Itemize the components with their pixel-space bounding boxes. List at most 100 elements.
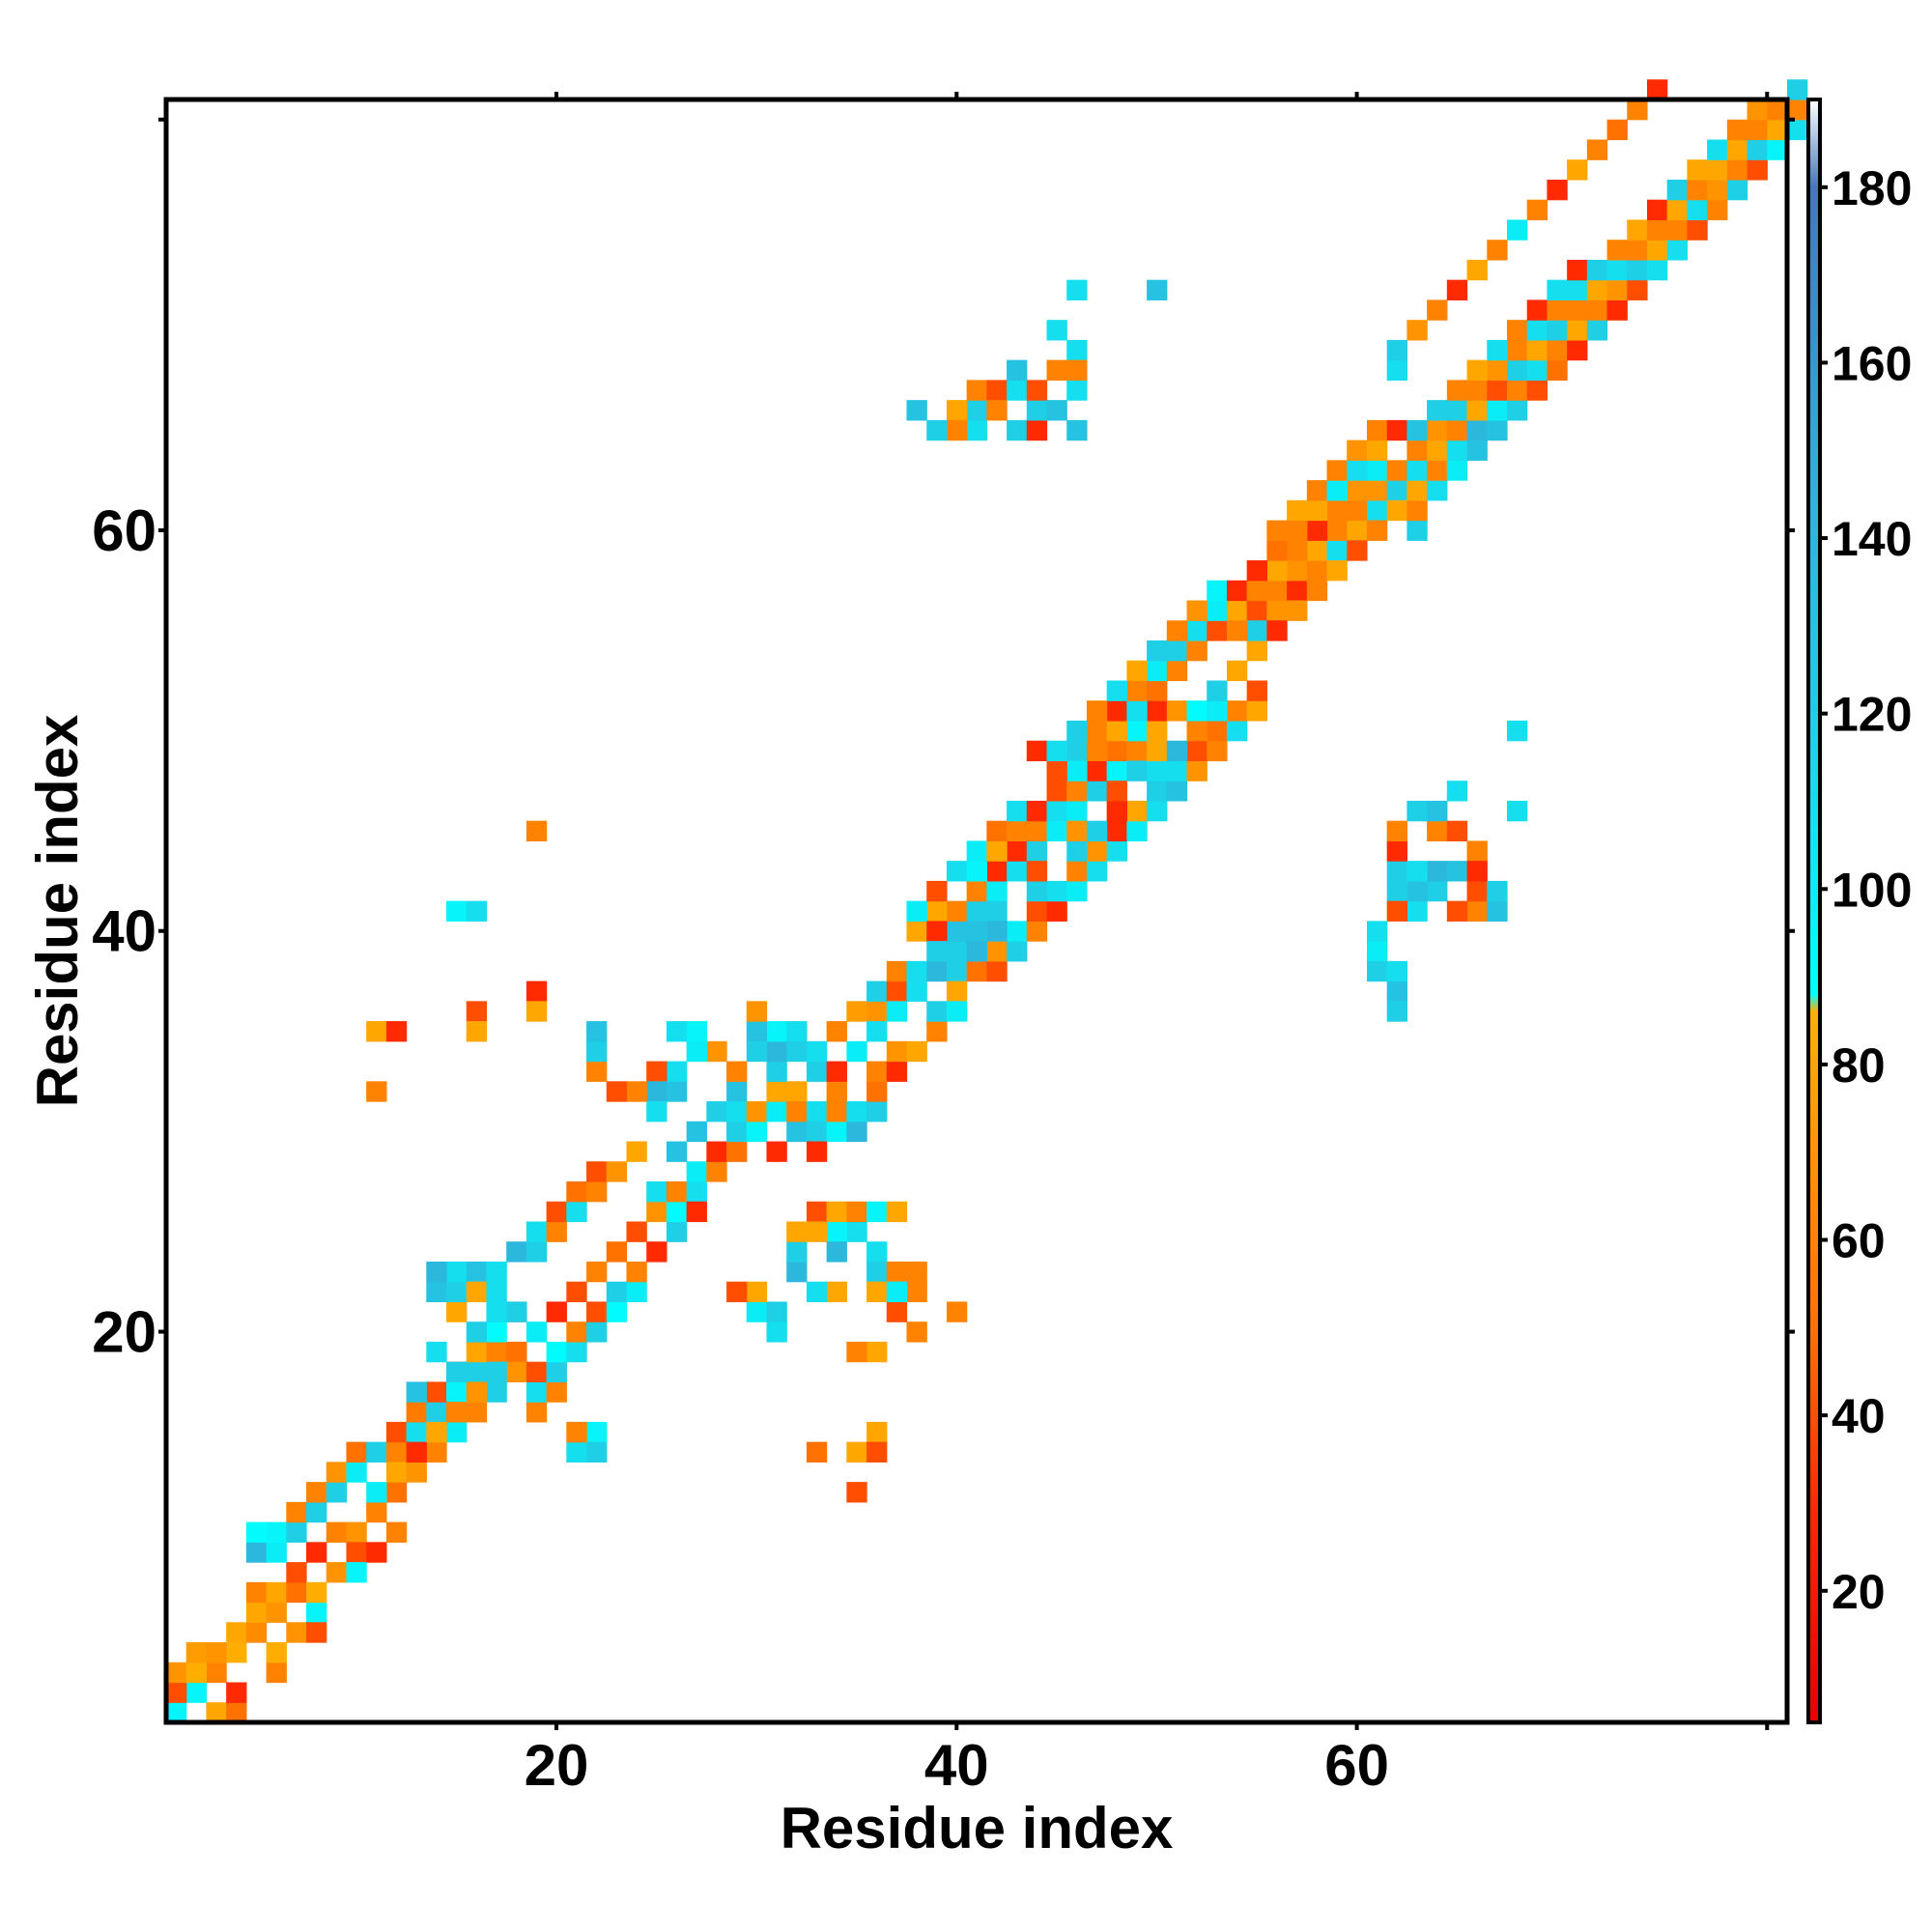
heatmap-cell	[1606, 119, 1628, 141]
heatmap-cell	[1207, 580, 1228, 602]
heatmap-cell	[1007, 380, 1028, 401]
heatmap-cell	[646, 1081, 668, 1102]
heatmap-cell	[466, 1381, 488, 1403]
heatmap-cell	[1186, 740, 1208, 762]
heatmap-cell	[1326, 540, 1348, 561]
heatmap-cell	[1306, 499, 1328, 522]
heatmap-cell	[826, 1281, 847, 1303]
heatmap-cell	[606, 1281, 628, 1303]
heatmap-cell	[806, 1201, 828, 1223]
heatmap-cell	[1627, 219, 1648, 241]
heatmap-cell	[826, 1201, 847, 1223]
heatmap-cell	[1687, 179, 1708, 201]
heatmap-cell	[526, 980, 548, 1002]
heatmap-cell	[1427, 880, 1448, 902]
heatmap-cell	[966, 960, 987, 982]
heatmap-cell	[1506, 359, 1528, 381]
heatmap-cell	[1567, 159, 1588, 181]
heatmap-cell	[1147, 760, 1168, 781]
heatmap-cell	[486, 1381, 507, 1403]
heatmap-cell	[1306, 480, 1328, 501]
heatmap-cell	[385, 1421, 408, 1443]
heatmap-cell	[245, 1622, 268, 1643]
heatmap-cell	[1386, 419, 1407, 441]
heatmap-cell	[586, 1441, 608, 1463]
heatmap-cell	[566, 1441, 587, 1463]
heatmap-cell	[1506, 720, 1528, 742]
heatmap-cell	[506, 1241, 527, 1263]
heatmap-cell	[1666, 199, 1689, 221]
heatmap-cell	[326, 1482, 348, 1503]
heatmap-cell	[1287, 560, 1308, 582]
heatmap-cell	[1386, 480, 1407, 501]
heatmap-cell	[1386, 960, 1407, 982]
heatmap-cell	[986, 900, 1008, 922]
heatmap-cell	[1126, 800, 1148, 822]
x-tick-label: 60	[1324, 1733, 1389, 1798]
heatmap-cell	[1466, 900, 1488, 922]
heatmap-cell	[1246, 620, 1267, 641]
heatmap-cell	[1386, 359, 1407, 381]
heatmap-cell	[926, 1001, 948, 1022]
heatmap-cell	[1207, 680, 1228, 701]
colorbar-tick-label: 20	[1832, 1565, 1886, 1619]
heatmap-cell	[566, 1341, 587, 1363]
heatmap-cell	[846, 1121, 867, 1143]
heatmap-cell	[1547, 359, 1568, 381]
heatmap-cell	[606, 1301, 628, 1322]
heatmap-cell	[1007, 921, 1028, 942]
heatmap-cell	[1066, 760, 1088, 781]
heatmap-cell	[1026, 419, 1048, 441]
heatmap-cell	[1226, 660, 1248, 682]
heatmap-cell	[1567, 339, 1588, 361]
heatmap-cell	[1226, 700, 1248, 722]
heatmap-cell	[1106, 840, 1127, 862]
heatmap-cell	[986, 960, 1008, 982]
colorbar-tick-label: 80	[1832, 1038, 1886, 1093]
heatmap-cell	[1487, 339, 1508, 361]
heatmap-cell	[346, 1562, 367, 1583]
heatmap-cell	[1526, 299, 1548, 321]
heatmap-cell	[1427, 419, 1448, 441]
heatmap-cell	[826, 1021, 847, 1042]
heatmap-cell	[546, 1361, 567, 1383]
heatmap-cell	[1186, 700, 1208, 722]
heatmap-cell	[266, 1642, 287, 1663]
heatmap-cell	[1427, 460, 1448, 481]
heatmap-cell	[426, 1261, 447, 1283]
heatmap-cell	[806, 1281, 828, 1303]
heatmap-cell	[245, 1581, 268, 1604]
heatmap-cell	[1066, 880, 1088, 902]
heatmap-cell	[1406, 440, 1428, 461]
heatmap-cell	[1126, 740, 1148, 762]
heatmap-cell	[867, 1101, 888, 1122]
heatmap-cell	[867, 1341, 888, 1363]
heatmap-cell	[1226, 720, 1248, 742]
heatmap-cell	[806, 1441, 828, 1463]
heatmap-cell	[1106, 680, 1127, 701]
heatmap-cell	[1147, 800, 1168, 822]
heatmap-cell	[1207, 600, 1228, 621]
heatmap-cell	[1446, 380, 1468, 401]
heatmap-cell	[1487, 880, 1508, 902]
heatmap-cell	[586, 1021, 608, 1042]
heatmap-cell	[786, 1101, 808, 1122]
heatmap-cell	[806, 1061, 828, 1082]
heatmap-cell	[1026, 820, 1048, 842]
heatmap-cell	[1207, 620, 1228, 641]
heatmap-cell	[1506, 320, 1528, 341]
heatmap-cell	[1386, 820, 1407, 842]
heatmap-cell	[1086, 720, 1108, 742]
heatmap-cell	[406, 1421, 427, 1443]
heatmap-cell	[867, 1061, 888, 1082]
heatmap-cell	[1246, 640, 1267, 662]
heatmap-cell	[1126, 720, 1148, 742]
heatmap-cell	[1066, 840, 1088, 862]
heatmap-cell	[1266, 560, 1288, 582]
heatmap-cell	[566, 1421, 587, 1443]
heatmap-cell	[986, 921, 1008, 942]
heatmap-cell	[966, 900, 987, 922]
heatmap-cell	[1446, 279, 1468, 301]
heatmap-cell	[946, 960, 968, 982]
